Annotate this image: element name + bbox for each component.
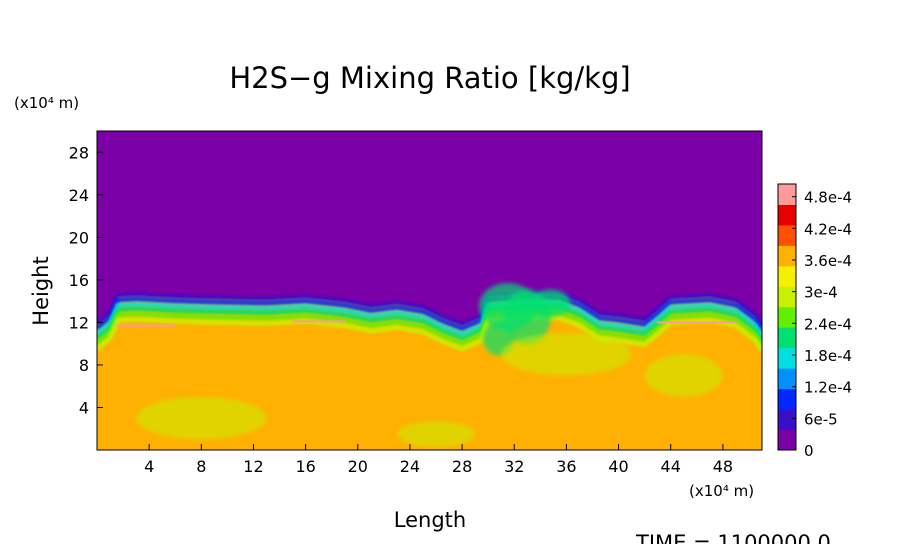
colorbar-label: 4.8e-4 — [804, 189, 852, 207]
colorbar-swatch — [778, 429, 796, 451]
colorbar-label: 1.2e-4 — [804, 379, 852, 397]
x-tick-label: 20 — [348, 457, 368, 476]
colorbar-swatch — [778, 368, 796, 390]
x-tick-label: 4 — [144, 457, 154, 476]
plot-frame — [96, 130, 763, 451]
y-tick-label: 4 — [79, 398, 89, 417]
lower-patch — [644, 354, 723, 397]
x-tick-label: 36 — [556, 457, 576, 476]
x-tick-label: 40 — [608, 457, 628, 476]
x-tick-label: 28 — [452, 457, 472, 476]
colorbar-label: 4.2e-4 — [804, 220, 852, 238]
x-tick-label: 24 — [400, 457, 420, 476]
boundary-band — [97, 314, 762, 353]
y-tick-label: 12 — [69, 313, 89, 332]
plume-blob — [531, 289, 571, 318]
lower-patch — [396, 421, 476, 447]
x-axis-label: Length — [394, 508, 466, 532]
colorbar-swatch — [778, 306, 796, 328]
colorbar-swatch — [778, 265, 796, 287]
y-axis-label: Height — [29, 256, 53, 325]
colorbar-swatch — [778, 347, 796, 369]
x-tick-label: 16 — [295, 457, 315, 476]
boundary-band — [97, 294, 762, 333]
colorbar-swatch — [778, 409, 796, 431]
colorbar-swatch — [778, 388, 796, 410]
x-tick-label: 12 — [243, 457, 263, 476]
heatmap-plot — [97, 131, 762, 450]
lower-patch — [136, 396, 267, 440]
chart-title: H2S−g Mixing Ratio [kg/kg] — [229, 61, 630, 95]
colorbar-swatch — [778, 204, 796, 226]
y-tick-label: 16 — [69, 271, 89, 290]
y-tick-label: 28 — [69, 143, 89, 162]
colorbar-frame — [777, 183, 797, 451]
colorbar-label: 2.4e-4 — [804, 315, 852, 333]
x-unit-label: (x10⁴ m) — [689, 482, 754, 500]
boundary-band — [97, 290, 762, 328]
colorbar-label: 6e-5 — [804, 410, 838, 428]
colorbar-swatch — [778, 224, 796, 246]
x-tick-label: 8 — [196, 457, 206, 476]
colorbar-swatch — [778, 327, 796, 349]
colorbar-label: 0 — [804, 442, 814, 460]
y-tick-label: 24 — [69, 186, 89, 205]
colorbar: 4.8e-4 4.2e-4 3.6e-4 3e-4 2.4e-4 1.8e-4 1.2e-4… — [777, 183, 852, 460]
x-axis: 4 8 12 16 20 24 28 32 36 40 44 48 — [144, 444, 733, 476]
time-label: TIME = 1100000.0 — [635, 531, 831, 544]
colorbar-label: 3.6e-4 — [804, 252, 852, 270]
y-tick-label: 20 — [69, 228, 89, 247]
colorbar-swatch — [778, 286, 796, 308]
lower-patch — [501, 333, 632, 376]
boundary-band — [97, 303, 762, 342]
y-axis: 4 8 12 16 20 24 28 — [69, 143, 103, 417]
boundary-band — [97, 299, 762, 338]
colorbar-label: 1.8e-4 — [804, 347, 852, 365]
y-unit-label: (x10⁴ m) — [14, 94, 79, 112]
colorbar-swatch — [778, 245, 796, 267]
colorbar-swatch — [778, 184, 796, 205]
x-tick-label: 32 — [504, 457, 524, 476]
y-tick-label: 8 — [79, 356, 89, 375]
x-tick-label: 44 — [661, 457, 681, 476]
colorbar-label: 3e-4 — [804, 284, 838, 302]
x-tick-label: 48 — [713, 457, 733, 476]
